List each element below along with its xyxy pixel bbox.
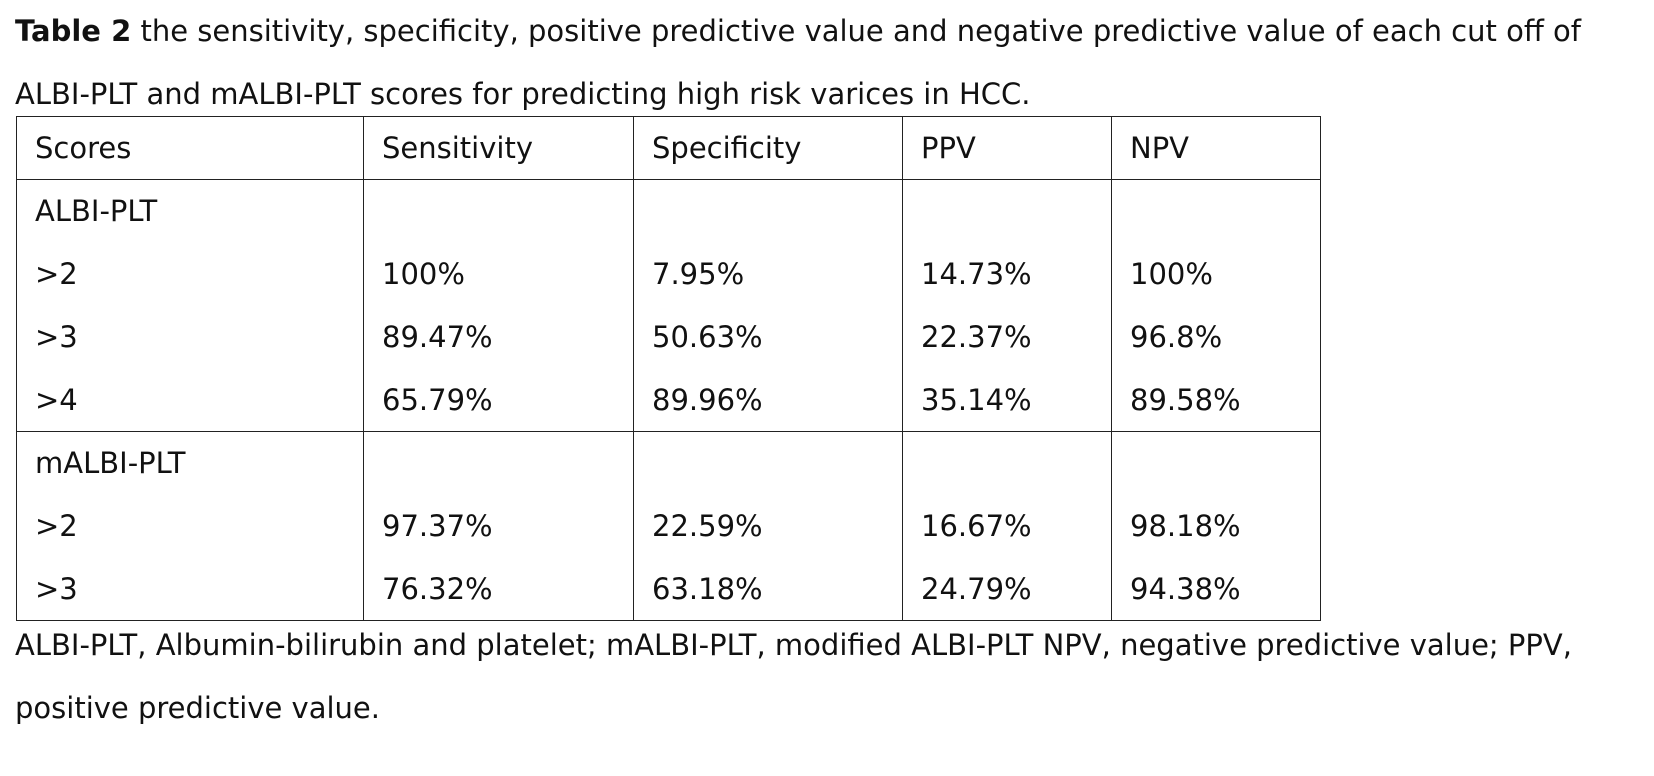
header-sensitivity: Sensitivity	[363, 116, 634, 180]
table-row: >2 100% 7.95% 14.73% 100%	[16, 242, 1321, 305]
table-row: >4 65.79% 89.96% 35.14% 89.58%	[16, 368, 1321, 432]
group-row-malbi-plt: mALBI-PLT	[16, 431, 1321, 494]
cutoff-cell: >4	[16, 368, 364, 432]
sensitivity-cell: 89.47%	[363, 305, 634, 368]
npv-cell: 100%	[1111, 242, 1321, 305]
caption-label: Table 2	[15, 14, 132, 48]
group-label: mALBI-PLT	[16, 431, 364, 494]
npv-cell: 96.8%	[1111, 305, 1321, 368]
cutoff-cell: >3	[16, 557, 364, 621]
table-row: >3 76.32% 63.18% 24.79% 94.38%	[16, 557, 1321, 621]
cutoff-cell: >2	[16, 242, 364, 305]
header-npv: NPV	[1111, 116, 1321, 180]
table-row: >3 89.47% 50.63% 22.37% 96.8%	[16, 305, 1321, 368]
ppv-cell: 14.73%	[902, 242, 1112, 305]
results-table: Scores Sensitivity Specificity PPV NPV A…	[16, 116, 1321, 621]
cutoff-cell: >2	[16, 494, 364, 557]
caption-text: the sensitivity, specificity, positive p…	[15, 14, 1581, 111]
sensitivity-cell: 65.79%	[363, 368, 634, 432]
specificity-cell: 63.18%	[633, 557, 903, 621]
table-header-row: Scores Sensitivity Specificity PPV NPV	[16, 116, 1321, 180]
specificity-cell: 89.96%	[633, 368, 903, 432]
table-caption: Table 2 the sensitivity, specificity, po…	[15, 0, 1645, 126]
npv-cell: 94.38%	[1111, 557, 1321, 621]
sensitivity-cell: 97.37%	[363, 494, 634, 557]
sensitivity-cell: 100%	[363, 242, 634, 305]
table-footnote: ALBI-PLT, Albumin-bilirubin and platelet…	[15, 628, 1572, 725]
specificity-cell: 7.95%	[633, 242, 903, 305]
ppv-cell: 24.79%	[902, 557, 1112, 621]
npv-cell: 89.58%	[1111, 368, 1321, 432]
group-label: ALBI-PLT	[16, 179, 364, 242]
ppv-cell: 22.37%	[902, 305, 1112, 368]
specificity-cell: 22.59%	[633, 494, 903, 557]
sensitivity-cell: 76.32%	[363, 557, 634, 621]
header-specificity: Specificity	[633, 116, 903, 180]
npv-cell: 98.18%	[1111, 494, 1321, 557]
header-scores: Scores	[16, 116, 364, 180]
table-row: >2 97.37% 22.59% 16.67% 98.18%	[16, 494, 1321, 557]
specificity-cell: 50.63%	[633, 305, 903, 368]
cutoff-cell: >3	[16, 305, 364, 368]
group-row-albi-plt: ALBI-PLT	[16, 179, 1321, 242]
header-ppv: PPV	[902, 116, 1112, 180]
ppv-cell: 35.14%	[902, 368, 1112, 432]
ppv-cell: 16.67%	[902, 494, 1112, 557]
